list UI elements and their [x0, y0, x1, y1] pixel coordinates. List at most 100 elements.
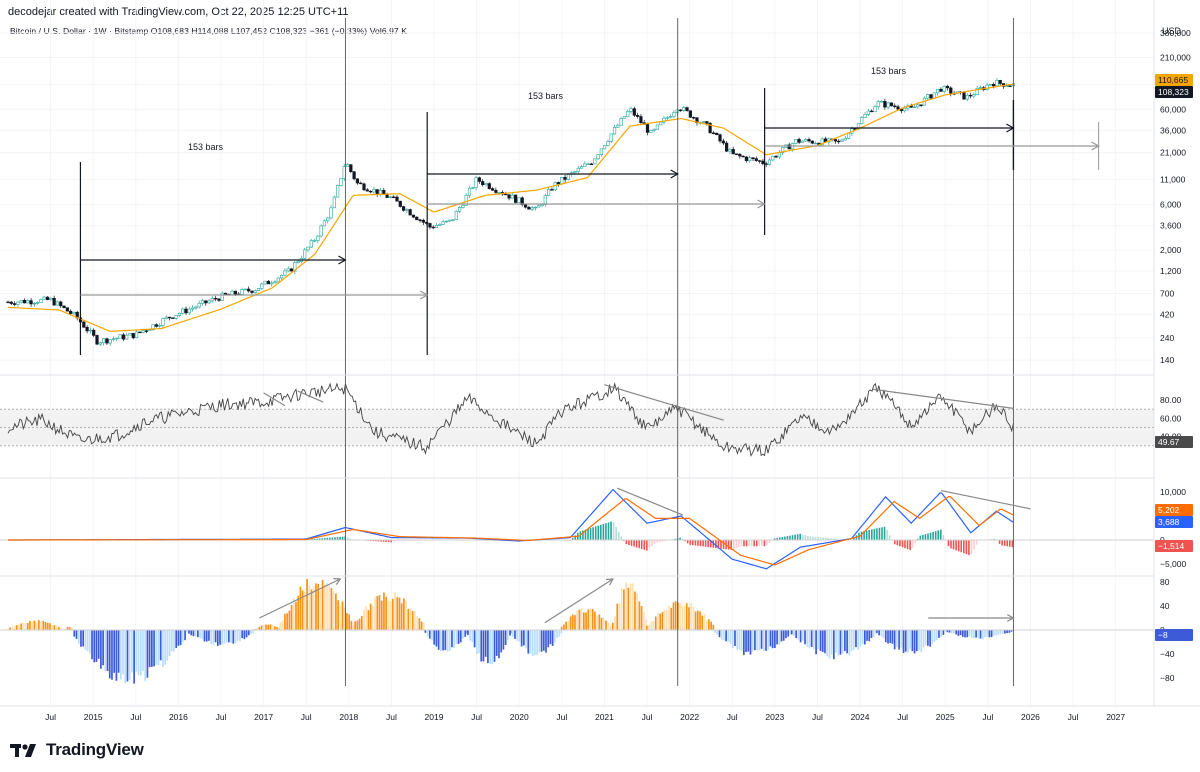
candle-body: [161, 318, 165, 326]
momentum-bar: [525, 630, 527, 649]
momentum-bar: [859, 630, 862, 647]
candle-body: [359, 182, 363, 185]
momentum-bar: [797, 630, 800, 640]
momentum-tick-label: 40: [1160, 601, 1170, 611]
macd-hist-bar: [686, 540, 689, 544]
candle-body: [949, 87, 953, 94]
candle-body: [309, 240, 313, 248]
momentum-bar: [26, 622, 29, 630]
price-tick-label: 140: [1160, 355, 1174, 365]
macd-signal-text: 5,202: [1158, 505, 1180, 515]
momentum-bar: [464, 630, 467, 637]
momentum-bar: [522, 630, 525, 646]
momentum-bar: [260, 625, 263, 630]
momentum-bar: [804, 630, 806, 645]
momentum-bar: [304, 591, 306, 630]
momentum-bar: [411, 611, 414, 630]
macd-hist-bar: [709, 540, 712, 548]
time-tick-label: Jul: [386, 712, 397, 722]
macd-hist-bar: [334, 537, 336, 540]
candle-body: [395, 196, 399, 202]
candle-body: [734, 153, 739, 155]
macd-hist-bar: [799, 533, 802, 540]
candle-body: [972, 94, 976, 97]
momentum-bar: [252, 630, 255, 634]
momentum-bar: [49, 623, 51, 630]
macd-hist-bar: [346, 537, 349, 540]
candle-body: [939, 88, 943, 92]
momentum-bar: [369, 603, 372, 630]
momentum-bar: [197, 630, 199, 638]
candle-body: [263, 280, 267, 285]
momentum-bar: [380, 600, 383, 630]
momentum-bar: [433, 630, 436, 645]
macd-hist-bar: [620, 536, 623, 540]
momentum-bar: [360, 615, 363, 630]
candle-body: [916, 104, 920, 108]
momentum-bar: [335, 593, 337, 630]
macd-hist-bar: [738, 540, 740, 547]
candle-body: [662, 118, 666, 123]
momentum-bar: [984, 630, 986, 637]
candle-body: [95, 335, 99, 345]
candle-body: [336, 185, 340, 198]
rsi-divergence-line: [263, 392, 286, 407]
macd-hist-bar: [860, 531, 863, 540]
momentum-bar: [769, 630, 772, 647]
momentum-bar: [38, 620, 40, 630]
momentum-bar: [529, 630, 532, 654]
macd-hist-bar: [827, 538, 830, 540]
macd-hist-bar: [316, 538, 318, 540]
momentum-bar: [642, 611, 645, 630]
momentum-bar: [915, 630, 918, 652]
momentum-bar: [514, 630, 516, 639]
candle-body: [579, 166, 584, 169]
momentum-bar: [973, 630, 975, 639]
tradingview-brand[interactable]: TradingView: [10, 740, 144, 760]
candle-body: [448, 219, 452, 222]
candle-body: [692, 117, 696, 119]
macd-hist-bar: [922, 534, 924, 540]
momentum-bar: [428, 630, 431, 639]
momentum-bar: [225, 630, 228, 643]
candle-body: [349, 164, 353, 173]
candle-body: [108, 339, 112, 344]
momentum-trend-arrowhead: [1006, 614, 1015, 622]
candle-body: [833, 139, 838, 142]
macd-hist-bar: [745, 540, 748, 547]
momentum-bar: [190, 630, 193, 636]
candle-body: [121, 334, 125, 340]
momentum-bar: [594, 611, 596, 630]
macd-tick-label: −5,000: [1160, 559, 1187, 569]
candle-body: [217, 298, 221, 301]
candle-body: [507, 194, 511, 199]
macd-hist-bar: [832, 538, 835, 540]
price-tick-label: 60,000: [1160, 104, 1186, 114]
momentum-bar: [749, 630, 752, 655]
time-tick-label: 2016: [169, 712, 188, 722]
momentum-bar: [946, 630, 949, 633]
macd-hist-bar: [392, 540, 395, 542]
macd-hist-bar: [329, 537, 331, 540]
macd-hist-bar: [824, 537, 827, 540]
momentum-bar: [830, 630, 833, 655]
candle-body: [992, 84, 996, 87]
momentum-bar: [616, 603, 619, 630]
macd-hist-bar: [886, 530, 888, 540]
candle-body: [144, 330, 149, 332]
candle-body: [764, 163, 768, 165]
momentum-bar: [852, 630, 855, 650]
cycle-arrow-head: [338, 255, 347, 265]
time-tick-label: 2024: [851, 712, 870, 722]
macd-hist-bar: [952, 540, 955, 550]
momentum-bar: [518, 630, 521, 642]
macd-hist-bar: [932, 531, 934, 540]
candle-body: [286, 268, 290, 272]
rsi-divergence-line: [604, 384, 724, 421]
momentum-bar: [337, 600, 339, 630]
candle-body: [280, 274, 284, 279]
candle-body: [701, 121, 706, 123]
momentum-bar: [420, 621, 423, 630]
momentum-bar: [645, 619, 647, 630]
